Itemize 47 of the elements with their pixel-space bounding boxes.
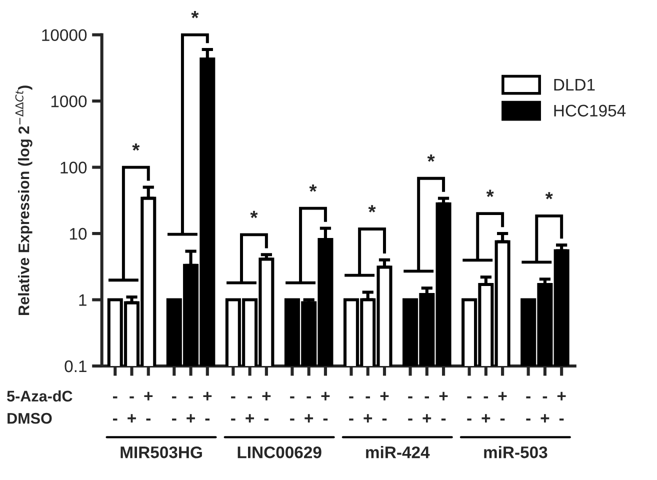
category-label: - - — [231, 396, 236, 421]
category-label: - - — [349, 396, 354, 421]
x-tick-label: - + — [186, 396, 195, 423]
y-tick-label: 1000 — [51, 95, 87, 108]
annotation: * — [545, 192, 553, 200]
y-tick-label: 100 — [60, 162, 87, 174]
x-tick-label: - + — [540, 396, 550, 423]
x-tick-label: + - — [439, 392, 448, 421]
x-tick-label: + - — [498, 392, 507, 421]
x-tick-label: - + — [482, 396, 490, 423]
y-tick-label: 10000 — [42, 29, 87, 42]
x-tick-label: + - — [380, 392, 389, 421]
y-tick-label: 0.1 — [64, 360, 86, 372]
text: DMSO — [8, 412, 52, 424]
x-tick-label: + - — [262, 392, 271, 421]
category-label: - - — [172, 396, 176, 421]
text: miR-503 — [484, 446, 548, 458]
x-tick-label: - + — [304, 396, 314, 423]
x-tick-label: - + — [128, 396, 136, 423]
y-tick-label: 1 — [79, 294, 86, 306]
y-axis-title: Relative Expression (log 2$^{−ΔΔCt}$) — [15, 86, 32, 315]
annotation: * — [309, 184, 317, 192]
legend-label: HCC1954 — [554, 104, 626, 117]
annotation: * — [368, 205, 376, 212]
category-label: - - — [526, 396, 530, 421]
x-tick-label: + - — [321, 392, 330, 421]
text: * — [191, 10, 199, 18]
text: miR-424 — [366, 446, 430, 458]
category-label: - - — [290, 396, 294, 421]
annotation: * — [427, 154, 435, 162]
annotation: * — [486, 190, 494, 197]
category-label: - - — [467, 396, 472, 421]
category-label: - - — [408, 396, 412, 421]
legend-label: DLD1 — [554, 78, 595, 90]
x-tick-label: + - — [144, 392, 153, 421]
text: MIR503HG — [120, 446, 202, 458]
annotation: * — [250, 210, 258, 218]
text: 5-Aza-dC — [7, 390, 72, 402]
y-tick-label: 10 — [70, 228, 87, 240]
x-tick-label: + - — [557, 392, 566, 421]
x-tick-label: - + — [422, 396, 432, 423]
text: LINC00629 — [238, 446, 322, 458]
x-tick-label: + - — [203, 392, 212, 421]
annotation: * — [132, 143, 140, 151]
category-label: - - — [113, 396, 118, 421]
x-tick-label: - + — [246, 396, 254, 423]
x-tick-label: - + — [364, 396, 372, 423]
